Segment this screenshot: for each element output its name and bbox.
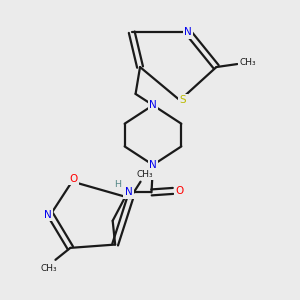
Text: O: O bbox=[176, 186, 184, 196]
Text: N: N bbox=[149, 100, 157, 110]
Text: CH₃: CH₃ bbox=[137, 170, 153, 179]
Text: S: S bbox=[179, 95, 186, 105]
Text: CH₃: CH₃ bbox=[239, 58, 256, 67]
Text: H: H bbox=[115, 179, 122, 188]
Text: N: N bbox=[149, 160, 157, 170]
Text: O: O bbox=[70, 174, 78, 184]
Text: CH₃: CH₃ bbox=[40, 264, 57, 273]
Text: N: N bbox=[44, 210, 52, 220]
Text: N: N bbox=[124, 188, 132, 197]
Text: N: N bbox=[184, 27, 192, 37]
